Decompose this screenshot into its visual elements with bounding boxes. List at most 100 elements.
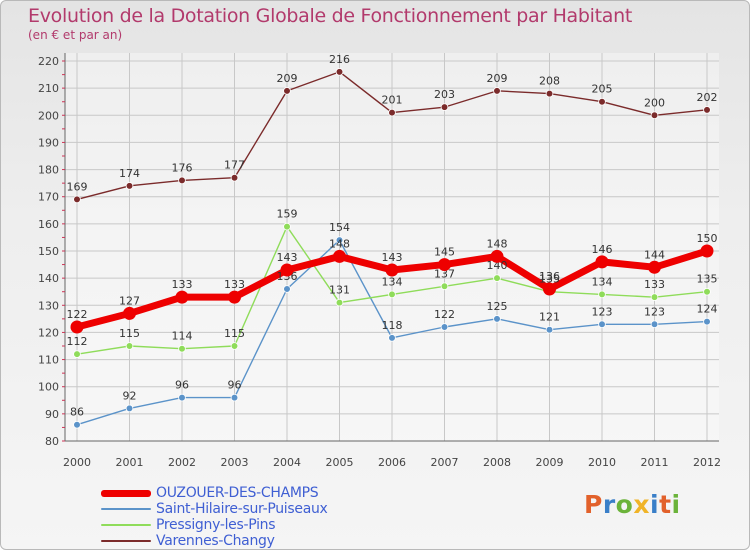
data-label: 134 [382, 275, 403, 288]
logo-letter: P [584, 490, 603, 519]
data-point [598, 97, 606, 106]
y-tick-label: 160 [38, 218, 59, 231]
data-label: 136 [539, 270, 560, 283]
data-point [385, 263, 399, 277]
y-tick-label: 170 [38, 191, 59, 204]
legend-label: Varennes-Changy [156, 533, 275, 549]
y-tick-label: 120 [38, 326, 59, 339]
y-tick-label: 180 [38, 164, 59, 177]
data-point [283, 285, 291, 293]
data-label: 131 [329, 284, 350, 297]
data-point [175, 290, 189, 304]
x-tick-label: 2003 [221, 456, 249, 469]
data-label: 137 [434, 267, 455, 280]
data-label: 159 [277, 208, 298, 221]
data-label: 146 [592, 243, 613, 256]
y-tick-label: 210 [38, 82, 59, 95]
x-tick-label: 2011 [641, 456, 669, 469]
y-tick-label: 220 [38, 55, 59, 68]
data-label: 201 [382, 94, 403, 107]
data-label: 202 [697, 91, 718, 104]
data-label: 203 [434, 88, 455, 101]
data-point [650, 320, 659, 329]
x-tick-label: 2002 [168, 456, 196, 469]
y-tick-label: 190 [38, 136, 59, 149]
y-tick-label: 150 [38, 245, 59, 258]
data-label: 123 [592, 305, 613, 318]
x-tick-label: 2001 [116, 456, 144, 469]
y-tick-label: 130 [38, 299, 59, 312]
x-tick-label: 2005 [326, 456, 354, 469]
data-label: 154 [329, 221, 350, 234]
logo-letter: o [615, 490, 634, 519]
data-label: 205 [592, 83, 613, 96]
data-point [333, 249, 346, 263]
legend-swatch [101, 540, 151, 542]
data-point [545, 325, 554, 334]
data-point [700, 244, 714, 258]
data-point [598, 320, 606, 329]
data-label: 115 [119, 327, 140, 340]
data-point [493, 315, 501, 323]
data-point [280, 263, 294, 277]
data-label: 96 [228, 379, 242, 392]
y-tick-label: 140 [38, 272, 59, 285]
data-point [493, 274, 501, 282]
data-label: 148 [329, 237, 350, 250]
legend-label: OUZOUER-DES-CHAMPS [156, 485, 319, 501]
data-point [543, 282, 556, 296]
data-point [73, 350, 81, 358]
x-tick-label: 2008 [483, 456, 511, 469]
data-label: 127 [119, 294, 140, 307]
legend-label: Saint-Hilaire-sur-Puiseaux [156, 501, 328, 517]
data-point [648, 260, 661, 274]
data-point [703, 317, 711, 326]
data-point [388, 334, 396, 342]
logo-letter: t [659, 490, 672, 519]
data-label: 124 [697, 303, 718, 316]
data-label: 148 [487, 237, 508, 250]
data-point [440, 323, 449, 331]
x-tick-label: 2009 [536, 456, 564, 469]
data-label: 122 [434, 308, 455, 321]
legend-swatch [101, 508, 151, 510]
data-point [703, 106, 711, 114]
data-label: 134 [592, 275, 613, 288]
data-point [335, 298, 344, 307]
data-label: 169 [67, 180, 88, 193]
data-label: 200 [644, 96, 665, 109]
x-tick-label: 2000 [63, 456, 91, 469]
data-point [230, 173, 239, 182]
data-label: 112 [67, 335, 88, 348]
x-tick-label: 2012 [693, 456, 721, 469]
data-point [283, 222, 291, 231]
x-tick-label: 2006 [378, 456, 406, 469]
data-point [283, 87, 291, 95]
data-label: 150 [697, 232, 718, 245]
data-label: 143 [277, 251, 298, 264]
data-label: 208 [539, 75, 560, 88]
data-point [178, 176, 186, 185]
data-point [438, 258, 451, 272]
data-point [125, 182, 134, 190]
data-point [545, 89, 554, 98]
data-point [493, 87, 501, 95]
proxiti-logo: Proxiti [584, 490, 681, 519]
chart-subtitle: (en € et par an) [28, 28, 123, 42]
data-label: 96 [175, 379, 189, 392]
logo-letter: i [650, 490, 660, 519]
chart-title: Evolution de la Dotation Globale de Fonc… [28, 5, 633, 27]
data-label: 216 [329, 53, 350, 66]
data-label: 174 [119, 167, 140, 180]
data-point [178, 344, 186, 353]
data-point [595, 255, 609, 269]
logo-letter: i [671, 490, 681, 519]
data-label: 176 [172, 161, 193, 174]
data-label: 133 [172, 278, 193, 291]
data-point [335, 68, 344, 76]
data-point [490, 249, 504, 263]
data-label: 125 [487, 300, 508, 313]
logo-letter: r [602, 490, 616, 519]
